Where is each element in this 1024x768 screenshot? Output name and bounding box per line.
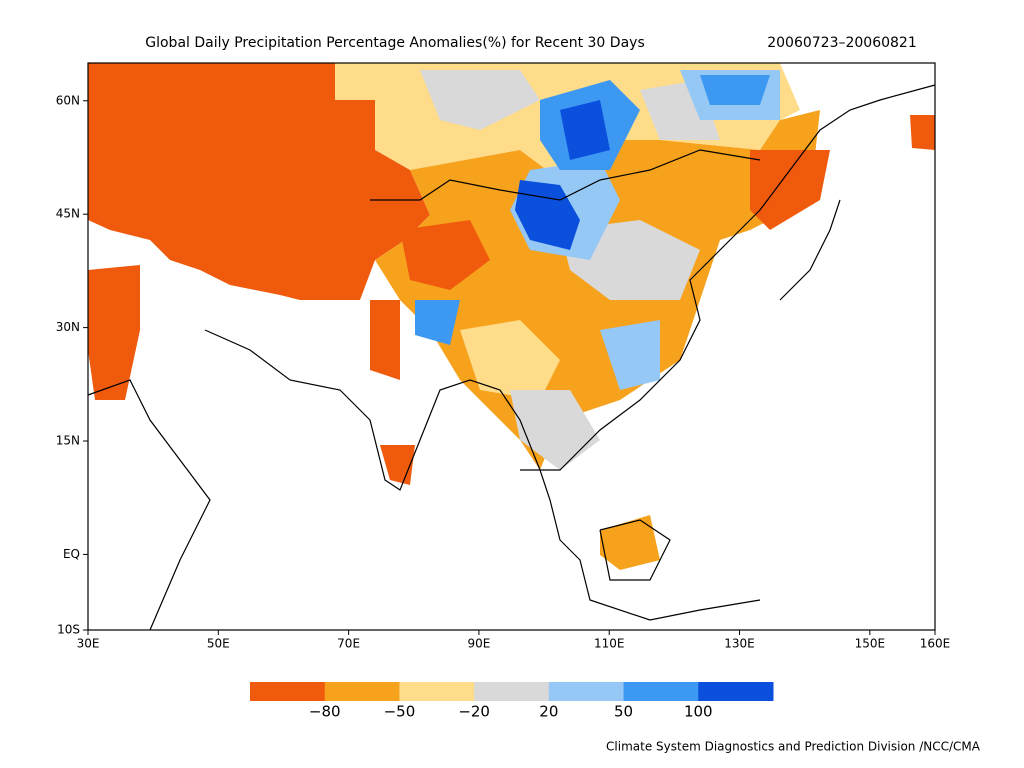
- legend-label: −80: [309, 703, 341, 721]
- y-tick-label: 30N: [56, 320, 80, 334]
- coastlines: [87, 84, 936, 631]
- x-tick-label: 30E: [77, 637, 100, 651]
- footer: Climate System Diagnostics and Predictio…: [606, 740, 981, 754]
- legend-label: 100: [684, 703, 713, 721]
- map-fields: [88, 63, 935, 570]
- period: 20060723–20060821: [767, 35, 917, 51]
- legend-swatch: [324, 682, 400, 701]
- y-tick-label: EQ: [63, 547, 80, 561]
- legend-label: −20: [458, 703, 490, 721]
- legend-swatch: [548, 682, 625, 701]
- legend-swatch: [698, 682, 774, 701]
- x-tick-label: 110E: [594, 637, 625, 651]
- y-tick-label: 60N: [56, 93, 80, 107]
- legend-swatch: [399, 682, 475, 701]
- y-tick-label: 10S: [57, 623, 80, 637]
- x-tick-label: 150E: [855, 637, 886, 651]
- legend-label: 50: [614, 703, 633, 721]
- y-tick-label: 45N: [56, 207, 80, 221]
- x-tick-label: 90E: [467, 637, 490, 651]
- map-title: Global Daily Precipitation Percentage An…: [145, 35, 644, 51]
- legend-label: 20: [539, 703, 558, 721]
- x-tick-label: 50E: [207, 637, 230, 651]
- x-tick-label: 130E: [724, 637, 755, 651]
- legend-swatch: [250, 682, 326, 701]
- x-tick-label: 160E: [920, 637, 951, 651]
- x-tick-label: 70E: [337, 637, 360, 651]
- legend-swatch: [623, 682, 699, 701]
- legend-label: −50: [384, 703, 416, 721]
- legend-swatch: [474, 682, 550, 701]
- map-frame: [87, 62, 936, 631]
- y-tick-label: 15N: [56, 434, 80, 448]
